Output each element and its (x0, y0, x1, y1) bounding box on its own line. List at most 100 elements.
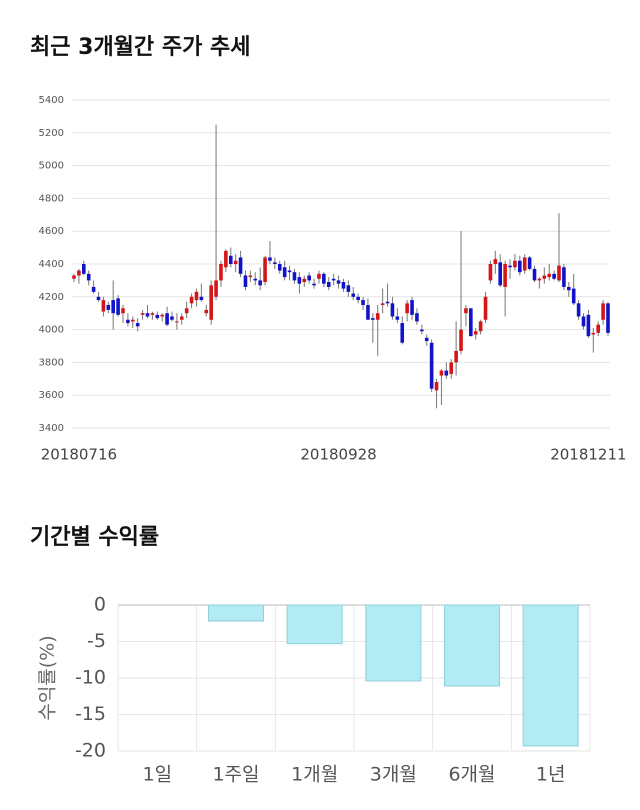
candle-body (361, 300, 365, 305)
candle-body (297, 277, 302, 284)
candle-body (522, 257, 527, 271)
candle-body (356, 296, 360, 301)
candle-body (263, 257, 267, 283)
candle-body (518, 260, 522, 273)
candle-body (77, 270, 81, 276)
candle-body (277, 264, 282, 271)
candle-body (317, 273, 321, 279)
y-tick-label: 3600 (39, 390, 64, 401)
chart-title: 최근 3개월간 주가 추세 (30, 35, 250, 60)
candle-body (508, 265, 512, 268)
candle-body (326, 282, 331, 287)
candle-body (503, 264, 507, 287)
candle-body (302, 278, 307, 283)
candle-body (341, 282, 346, 289)
candle-body (469, 308, 473, 337)
candle-body (268, 257, 272, 261)
candle-body (444, 370, 449, 376)
candle-body (581, 316, 586, 327)
candle-body (552, 273, 556, 279)
candle-body (400, 323, 405, 343)
candle-body (395, 316, 400, 320)
y-tick-label: 3800 (39, 357, 64, 368)
candle-body (248, 275, 253, 278)
y-tick-label: 4600 (39, 226, 64, 237)
candle-body (449, 362, 454, 374)
candle-body (498, 262, 503, 286)
y-tick-label: 4400 (39, 259, 64, 270)
candle-body (179, 316, 184, 320)
candle-body (322, 273, 326, 284)
candle-body (576, 303, 581, 317)
candle-body (214, 280, 218, 297)
y-axis-label: 수익률(%) (37, 635, 59, 720)
candle-body (170, 316, 174, 320)
candle-body (483, 296, 488, 320)
candle-body (591, 332, 596, 335)
candle-body (130, 319, 135, 322)
x-tick-label: 1일 (143, 764, 173, 786)
candle-body (464, 308, 468, 314)
candle-body (366, 305, 370, 320)
x-tick-label: 6개월 (448, 764, 495, 786)
candle-body (204, 309, 209, 314)
y-tick-label: -5 (87, 630, 106, 652)
y-tick-label: -10 (75, 667, 106, 689)
x-tick-label: 20181211 (550, 446, 626, 464)
candle-body (243, 275, 248, 287)
candle-body (454, 350, 458, 363)
candle-body (420, 329, 424, 332)
candle-body (415, 313, 419, 322)
candle-body (140, 313, 145, 315)
candle-body (106, 305, 111, 310)
candle-body (228, 255, 233, 264)
candle-body (121, 308, 125, 314)
y-tick-label: 3400 (39, 423, 64, 434)
y-tick-label: 4800 (39, 193, 64, 204)
candle-body (287, 270, 292, 273)
candle-body (189, 296, 194, 304)
candle-body (527, 257, 532, 269)
candle-body (380, 303, 385, 305)
candle-body (346, 285, 351, 292)
candle-body (596, 324, 601, 333)
candle-body (586, 314, 591, 337)
candle-body (375, 313, 380, 320)
candle-body (390, 303, 395, 317)
candle-body (86, 273, 91, 281)
bar (207, 604, 265, 622)
candle-body (155, 314, 160, 319)
x-tick-label: 1개월 (291, 764, 338, 786)
candle-body (238, 257, 243, 274)
candle-body (547, 273, 552, 278)
candle-body (542, 275, 547, 279)
y-tick-label: 4200 (39, 292, 64, 303)
candle-body (165, 313, 169, 325)
candle-body (371, 318, 375, 320)
bar (365, 604, 422, 682)
candle-body (81, 264, 86, 274)
x-tick-label: 1년 (536, 764, 566, 786)
candle-body (253, 278, 258, 281)
candle-body (439, 370, 444, 376)
bar (522, 604, 579, 747)
x-tick-label: 1주일 (212, 764, 259, 786)
candle-body (307, 275, 311, 281)
candle-body (160, 314, 164, 317)
candle-body (145, 313, 150, 317)
candle-body (111, 300, 115, 314)
candle-body (410, 300, 414, 315)
y-tick-label: -20 (75, 740, 106, 762)
candle-body (209, 285, 213, 320)
candle-body (336, 280, 341, 284)
candle-body (478, 321, 483, 332)
x-tick-label: 3개월 (370, 764, 417, 786)
candle-body (184, 308, 189, 314)
candle-body (537, 278, 542, 281)
candle-body (199, 296, 204, 301)
candle-body (405, 303, 409, 314)
candle-body (126, 319, 130, 324)
candle-body (135, 323, 140, 327)
y-tick-label: 4000 (39, 325, 64, 336)
